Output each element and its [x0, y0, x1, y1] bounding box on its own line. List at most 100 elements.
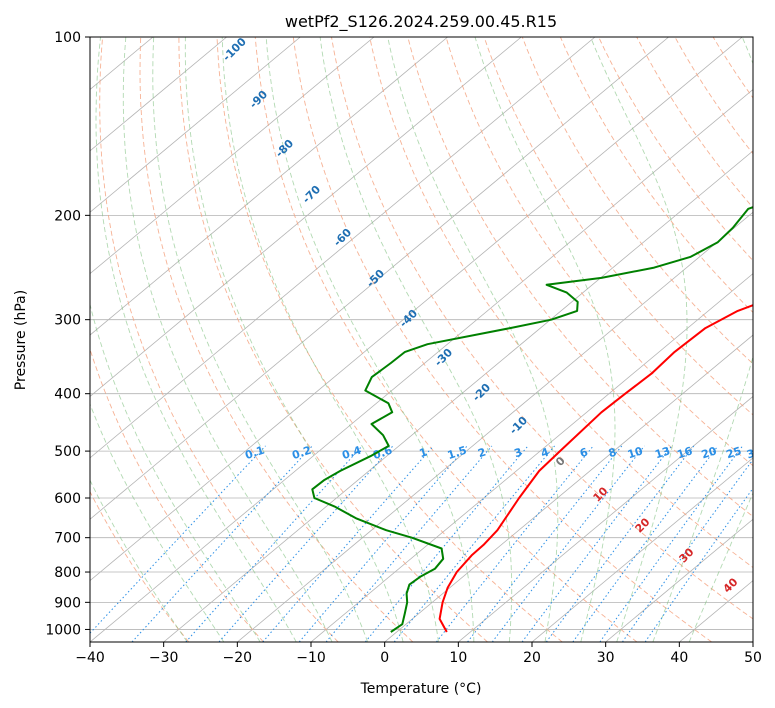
mixing-ratio-label: 0.4: [340, 444, 363, 462]
dry-adiabat-label: -30: [432, 346, 455, 369]
isotherm-line: [90, 37, 596, 459]
mixing-ratio-line: [325, 445, 493, 642]
mixing-ratio-label: 13: [653, 444, 672, 461]
moist-adiabat-line: [319, 37, 513, 642]
y-axis-label: Pressure (hPa): [13, 290, 29, 390]
dry-adiabat-label: -50: [364, 267, 387, 290]
dry-adiabat-line: [139, 37, 414, 642]
mixing-ratio-line: [131, 445, 313, 642]
dry-adiabat-line: [445, 37, 753, 467]
x-tick-label: 40: [670, 650, 688, 666]
sounding-series: [311, 206, 753, 633]
dry-adiabat-label: -10: [507, 414, 530, 437]
y-tick-label: 700: [54, 531, 81, 547]
isotherm-line: [90, 37, 227, 152]
isotherm-line: [0, 37, 79, 642]
y-tick-label: 800: [54, 565, 81, 581]
moist-adiabat-line: [90, 402, 225, 642]
moist-adiabat-line: [152, 37, 369, 642]
y-tick-label: 600: [54, 491, 81, 507]
mixing-ratio-label: 6: [578, 445, 590, 460]
moist-adiabat-line: [90, 302, 261, 642]
x-tick-label: 50: [744, 650, 762, 666]
background-lines: 0.1 0.2 0.4 0.6 1 1.5 2 3 4 6 8 10 13 16 20 25 30 36-100-…: [0, 37, 764, 642]
y-tick-label: 900: [54, 595, 81, 611]
dry-adiabat-line: [750, 37, 753, 41]
moist-adiabat-line: [387, 37, 559, 642]
mixing-ratio-label: 0.2: [290, 444, 313, 462]
y-tick-label: 300: [54, 313, 81, 329]
dewpoint-profile-line: [311, 206, 753, 633]
mixing-ratio-label: 0.1: [243, 444, 266, 462]
dry-adiabat-line: [559, 37, 753, 314]
dry-adiabat-line: [521, 37, 753, 365]
chart-title: wetPf2_S126.2024.259.00.45.R15: [285, 12, 557, 32]
dry-adiabat-line: [178, 37, 488, 642]
mixing-ratio-line: [599, 445, 743, 642]
plot-frame: [89, 36, 754, 643]
x-tick-label: −20: [223, 650, 253, 666]
isotherm-line: [90, 37, 743, 582]
mixing-ratio-label: 3: [513, 445, 524, 460]
isotherm-line: [90, 37, 448, 336]
moist-adiabat-line: [265, 37, 475, 642]
mixing-ratio-line: [364, 445, 529, 642]
mixing-ratio-line: [644, 487, 753, 642]
dry-adiabat-label: -90: [247, 88, 270, 111]
mixing-ratio-label: 4: [539, 445, 551, 460]
moist-adiabat-line: [688, 491, 753, 642]
mixing-ratio-line: [393, 445, 555, 642]
isotherm-line: [90, 37, 669, 520]
isotherm-line: [605, 518, 753, 642]
mixing-ratio-label: 16: [675, 444, 694, 461]
isotherm-line: [310, 273, 753, 642]
x-tick-label: 20: [523, 650, 541, 666]
dry-adiabat-line: [369, 37, 753, 569]
moist-adiabat-line: [474, 37, 616, 642]
y-tick-label: 100: [54, 30, 81, 46]
mixing-ratio-line: [491, 445, 645, 642]
moist-adiabat-line: [221, 37, 439, 642]
x-axis-label: Temperature (°C): [360, 681, 482, 697]
dry-adiabat-label: 10: [591, 484, 611, 504]
x-tick-label: −10: [296, 650, 326, 666]
isotherm-line: [531, 457, 753, 642]
isotherm-line: [458, 395, 753, 642]
mixing-ratio-label: 1.5: [446, 444, 469, 462]
mixing-ratio-label: 30: [745, 444, 764, 461]
dry-adiabat-label: -40: [397, 307, 420, 330]
moist-adiabat-line: [95, 37, 297, 642]
mixing-ratio-line: [262, 445, 434, 642]
y-tick-label: 400: [54, 387, 81, 403]
isotherm-line: [752, 641, 753, 642]
axes: −40 −30 −20 −10 0 10 20 30 40 5010020030040050060…: [45, 30, 762, 666]
mixing-ratio-label: 1: [418, 446, 429, 461]
isotherm-line: [163, 150, 753, 642]
mixing-ratio-line: [467, 445, 623, 642]
x-tick-label: −30: [149, 650, 179, 666]
y-tick-label: 500: [54, 444, 81, 460]
mixing-ratio-line: [90, 445, 266, 634]
moist-adiabat-line: [90, 479, 188, 642]
dry-adiabat-line: [99, 37, 339, 642]
dry-adiabat-label: 40: [721, 575, 741, 595]
isotherm-line: [90, 88, 753, 642]
mixing-ratio-line: [185, 445, 363, 642]
temperature-profile-line: [438, 304, 753, 633]
mixing-ratio-line: [436, 445, 594, 642]
isotherm-line: [237, 211, 753, 642]
dry-adiabat-label: -60: [331, 226, 354, 249]
dry-adiabat-label: 30: [677, 545, 697, 565]
mixing-ratio-label: 2: [476, 445, 487, 460]
dry-adiabat-line: [292, 37, 712, 642]
dry-adiabat-line: [216, 37, 563, 642]
mixing-ratio-line: [298, 445, 468, 642]
isotherm-line: [90, 37, 522, 397]
moist-adiabat-line: [122, 37, 333, 642]
mixing-ratio-label: 0.6: [371, 444, 394, 462]
dry-adiabat-label: -70: [300, 183, 323, 206]
dry-adiabat-line: [636, 37, 753, 209]
dry-adiabat-line: [331, 37, 753, 620]
mixing-ratio-label: 20: [700, 444, 719, 461]
